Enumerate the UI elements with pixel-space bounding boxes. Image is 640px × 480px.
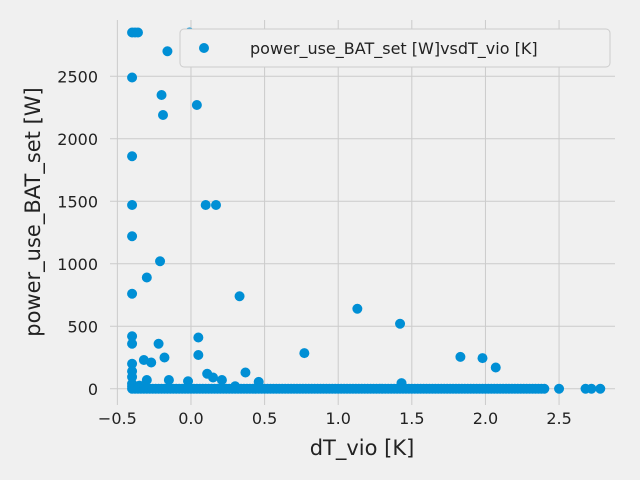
data-point <box>159 352 170 363</box>
data-point <box>141 375 152 385</box>
x-tick-label: 2.0 <box>473 409 498 428</box>
data-point <box>127 338 138 349</box>
x-tick-label: 0.0 <box>178 409 203 428</box>
data-point <box>240 367 251 378</box>
y-tick-label: 0 <box>88 380 98 399</box>
data-point <box>216 375 227 385</box>
data-point <box>132 27 143 38</box>
data-point <box>299 348 310 359</box>
plot-area <box>110 20 615 405</box>
data-point <box>127 331 138 342</box>
data-point <box>155 256 166 267</box>
data-point <box>156 90 167 100</box>
x-tick-label: −0.5 <box>98 409 137 428</box>
data-point <box>455 351 466 362</box>
data-point <box>234 291 245 302</box>
data-point <box>477 353 488 364</box>
data-point <box>127 72 138 83</box>
data-point <box>211 200 222 210</box>
data-point <box>127 358 138 369</box>
data-point <box>191 100 202 110</box>
data-point <box>127 231 138 242</box>
y-axis-title: power_use_BAT_set [W] <box>21 87 46 336</box>
data-points <box>127 27 606 394</box>
legend-marker <box>199 43 209 53</box>
y-tick-label: 1500 <box>57 192 98 211</box>
data-point <box>162 46 173 57</box>
x-tick-label: 1.5 <box>399 409 424 428</box>
y-tick-label: 2000 <box>57 130 98 149</box>
data-point <box>127 151 138 162</box>
x-tick-labels: −0.5 0.0 0.5 1.0 1.5 2.0 2.5 <box>98 409 572 428</box>
data-point <box>586 383 597 394</box>
data-point <box>127 200 138 210</box>
data-point <box>127 371 138 382</box>
x-tick-label: 1.0 <box>325 409 350 428</box>
x-tick-label: 0.5 <box>252 409 277 428</box>
legend-label: power_use_BAT_set [W]vsdT_vio [K] <box>250 39 538 59</box>
x-axis-title: dT_vio [K] <box>310 436 415 461</box>
data-point <box>127 288 138 299</box>
data-point <box>158 110 169 120</box>
y-tick-label: 500 <box>67 317 98 336</box>
x-tick-label: 2.5 <box>546 409 571 428</box>
y-tick-label: 1000 <box>57 255 98 274</box>
data-point <box>141 272 152 283</box>
legend-box <box>179 28 611 68</box>
data-point <box>153 338 164 349</box>
data-point <box>193 350 204 360</box>
y-tick-label: 2500 <box>57 67 98 86</box>
data-point <box>490 362 501 373</box>
data-point <box>554 383 565 394</box>
data-point <box>208 372 219 383</box>
data-point <box>193 332 204 343</box>
data-point <box>395 318 406 329</box>
legend: power_use_BAT_set [W]vsdT_vio [K] <box>179 28 611 68</box>
data-point <box>183 376 194 387</box>
data-point <box>200 200 211 210</box>
y-tick-labels: 0 500 1000 1500 2000 2500 <box>57 67 98 399</box>
data-point <box>146 357 157 368</box>
data-point <box>539 383 550 394</box>
data-point <box>352 303 363 314</box>
data-point <box>595 383 606 394</box>
data-point <box>163 375 174 385</box>
